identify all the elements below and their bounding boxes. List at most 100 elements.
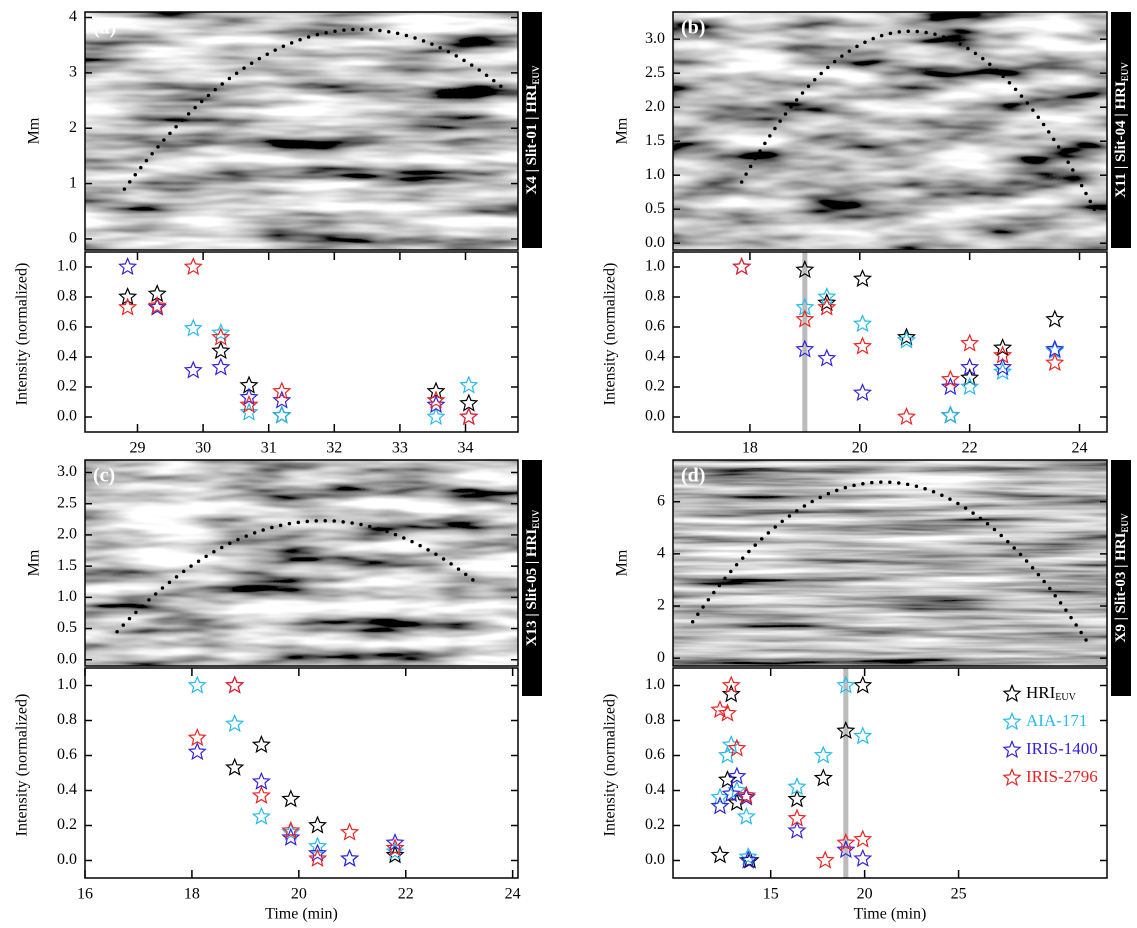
data-star xyxy=(787,789,807,808)
image-y-tick-label: 1.0 xyxy=(645,166,665,183)
fit-curve xyxy=(122,27,507,191)
plot-frame xyxy=(672,251,1108,433)
data-star xyxy=(118,286,138,306)
data-star xyxy=(426,406,446,426)
data-star xyxy=(817,297,837,316)
data-star xyxy=(385,838,405,857)
side-label: X9 | Slit-03 | HRIEUV xyxy=(1113,513,1130,642)
data-star xyxy=(272,405,292,424)
data-star xyxy=(795,309,815,328)
data-star xyxy=(736,806,756,825)
data-star xyxy=(251,771,272,790)
data-star xyxy=(183,318,203,337)
data-star xyxy=(281,827,301,846)
image-y-tick-label: 2.5 xyxy=(57,494,77,511)
data-star xyxy=(426,390,446,409)
legend-label-text: IRIS-1400 xyxy=(1026,739,1098,758)
data-star xyxy=(738,850,758,869)
plot-frame xyxy=(672,667,1108,879)
data-star xyxy=(836,839,856,859)
data-star xyxy=(710,787,730,806)
image-y-tick-label: 1.5 xyxy=(57,557,77,574)
side-label: X11 | Slit-04 | HRIEUV xyxy=(1113,62,1130,198)
data-star xyxy=(736,785,756,804)
y-tick-label: 0.0 xyxy=(645,851,665,868)
data-star xyxy=(721,675,741,694)
image-y-tick-label: 0.5 xyxy=(645,200,665,217)
fit-curve xyxy=(115,518,477,634)
legend-label: HRIEUV xyxy=(1026,683,1077,703)
data-star xyxy=(225,757,245,776)
data-star xyxy=(239,402,259,421)
data-star xyxy=(836,832,856,852)
data-star xyxy=(787,776,807,796)
data-star xyxy=(187,675,207,694)
data-star xyxy=(993,357,1013,376)
data-star xyxy=(853,829,873,848)
legend-label: AIA-171 xyxy=(1026,711,1087,730)
data-star xyxy=(940,376,960,396)
data-star xyxy=(340,822,360,841)
data-star xyxy=(118,256,138,276)
data-star xyxy=(727,766,747,785)
y-tick-label: 0.8 xyxy=(645,288,665,305)
side-label-box xyxy=(522,12,542,248)
y-tick-label: 1.0 xyxy=(57,258,77,275)
image-y-tick-label: 0 xyxy=(657,649,665,666)
data-star xyxy=(211,327,231,346)
image-frame xyxy=(672,11,1108,251)
legend-label-text: IRIS-2796 xyxy=(1026,767,1098,786)
data-star xyxy=(817,286,837,306)
data-star xyxy=(852,313,873,333)
data-star xyxy=(940,369,960,388)
data-star xyxy=(732,256,752,276)
y-tick-label: 0.8 xyxy=(645,711,665,728)
side-label: X4 | Slit-01 | HRIEUV xyxy=(524,65,541,194)
data-star xyxy=(272,381,292,400)
side-label-text: X11 | Slit-04 | HRI xyxy=(1113,81,1129,198)
data-star xyxy=(308,843,328,862)
image-y-tick-label: 6 xyxy=(657,492,665,509)
y-tick-label: 0.6 xyxy=(57,318,77,335)
image-texture xyxy=(673,12,1107,250)
legend-label-text: AIA-171 xyxy=(1026,711,1087,730)
data-star xyxy=(710,845,730,864)
data-star xyxy=(960,333,980,352)
x-tick-label: 22 xyxy=(398,886,414,903)
side-label-box xyxy=(1111,460,1131,696)
data-star xyxy=(836,675,856,694)
data-star xyxy=(211,322,231,342)
data-star xyxy=(1045,309,1065,328)
legend-star xyxy=(1002,711,1022,731)
data-star xyxy=(815,850,835,869)
data-star xyxy=(147,295,167,315)
data-star xyxy=(993,345,1013,364)
marker-line xyxy=(843,668,849,878)
image-y-tick-label: 0.5 xyxy=(57,619,77,636)
panel-label: (b) xyxy=(681,17,705,39)
data-star xyxy=(459,375,479,394)
legend-label: IRIS-1400 xyxy=(1026,739,1098,758)
panel-label: (d) xyxy=(681,465,705,487)
side-label-subscript: EUV xyxy=(531,509,541,529)
data-star xyxy=(717,745,738,764)
y-tick-label: 0.4 xyxy=(57,348,77,365)
legend-label-subscript: EUV xyxy=(1055,692,1076,703)
data-star xyxy=(239,387,259,406)
data-star xyxy=(239,394,259,414)
image-y-tick-label: 3.0 xyxy=(645,30,665,47)
x-tick-label: 25 xyxy=(951,886,967,903)
y-tick-label: 0.6 xyxy=(645,318,665,335)
data-star xyxy=(272,390,292,409)
data-star xyxy=(211,357,231,376)
image-y-tick-label: 2 xyxy=(69,119,77,136)
y-tick-label: 1.0 xyxy=(645,258,665,275)
image-y-label: Mm xyxy=(614,117,631,144)
image-y-tick-label: 1 xyxy=(69,174,77,191)
x-tick-label: 15 xyxy=(763,886,779,903)
image-y-tick-label: 1.5 xyxy=(645,132,665,149)
data-star xyxy=(459,406,479,426)
x-tick-label: 20 xyxy=(857,886,873,903)
data-star xyxy=(853,726,873,745)
x-tick-label: 24 xyxy=(505,886,521,903)
